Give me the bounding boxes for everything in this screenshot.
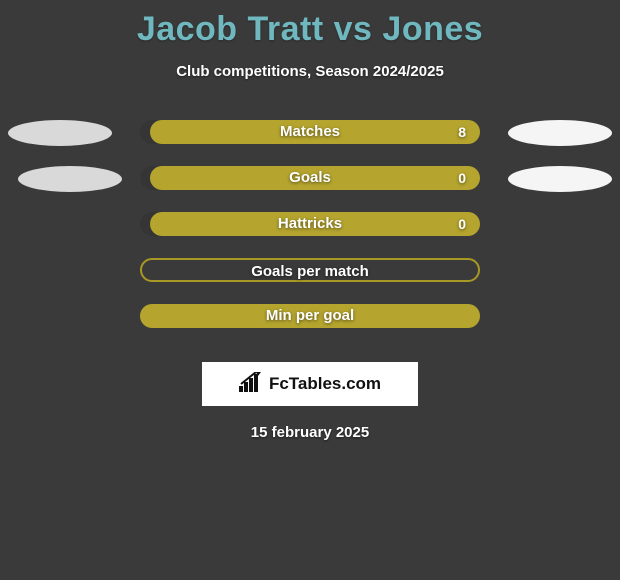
bar-track: Hattricks0 (140, 212, 480, 236)
logo-box: FcTables.com (202, 362, 418, 406)
stat-row: Matches8 (0, 120, 620, 166)
page-title: Jacob Tratt vs Jones (0, 0, 620, 49)
stat-row: Hattricks0 (0, 212, 620, 258)
stat-row: Min per goal (0, 304, 620, 350)
logo-icon (239, 372, 265, 397)
right-player-ellipse (508, 120, 612, 146)
bar-track: Min per goal (140, 304, 480, 328)
bar-track: Matches8 (140, 120, 480, 144)
stat-row: Goals per match (0, 258, 620, 304)
bar-fill (150, 212, 480, 236)
bar-fill (150, 120, 480, 144)
comparison-rows: Matches8 Goals0 Hattricks0 Goals per match M… (0, 120, 620, 350)
left-player-ellipse (18, 166, 122, 192)
subtitle: Club competitions, Season 2024/2025 (0, 63, 620, 80)
bar-track: Goals per match (140, 258, 480, 282)
bar-track: Goals0 (140, 166, 480, 190)
bar-fill (140, 304, 480, 328)
logo-text: FcTables.com (269, 374, 381, 394)
right-player-ellipse (508, 166, 612, 192)
bar-fill (150, 166, 480, 190)
stat-row: Goals0 (0, 166, 620, 212)
date: 15 february 2025 (0, 424, 620, 441)
stat-label: Goals per match (142, 260, 478, 284)
left-player-ellipse (8, 120, 112, 146)
